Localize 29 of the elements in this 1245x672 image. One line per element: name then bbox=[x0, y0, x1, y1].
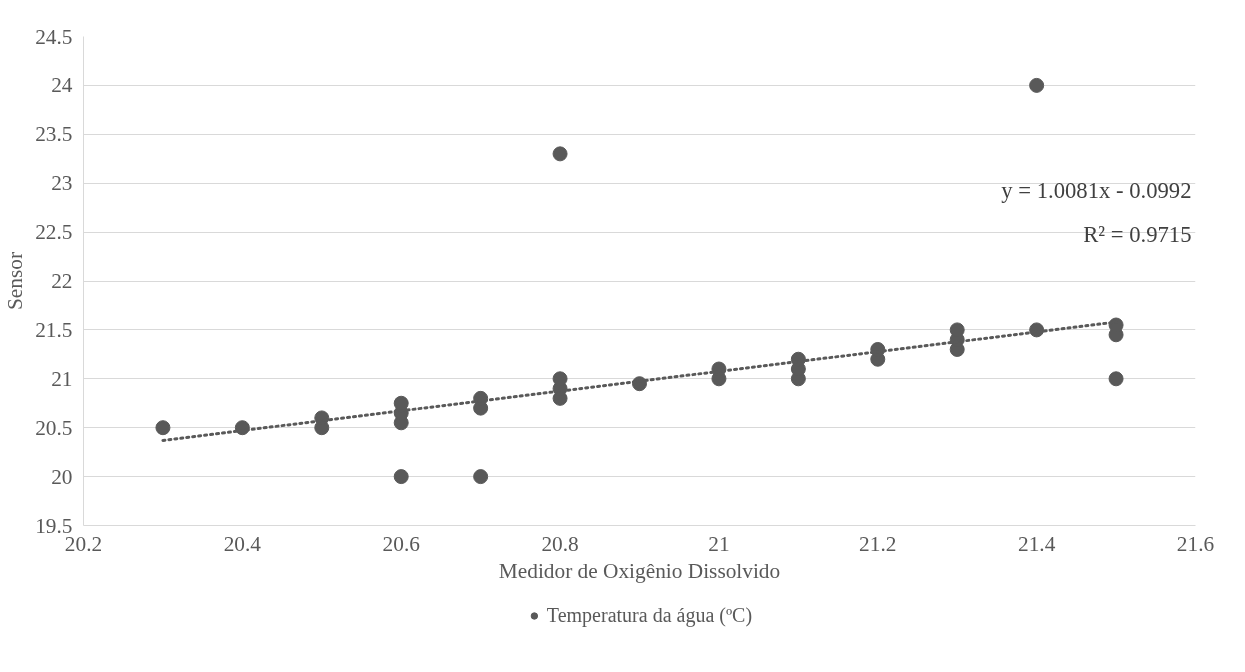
point bbox=[393, 469, 409, 485]
annotation: R² = 0.9715 bbox=[1083, 221, 1192, 247]
y-tick-label: 21.5 bbox=[35, 317, 73, 342]
legend-label: Temperatura da água (ºC) bbox=[546, 603, 753, 627]
point bbox=[552, 146, 568, 162]
point bbox=[1029, 77, 1045, 93]
point bbox=[155, 420, 171, 436]
y-tick-label: 23 bbox=[51, 171, 73, 196]
y-tick-label: 20.5 bbox=[35, 415, 73, 440]
x-axis-title: Medidor de Oxigênio Dissolvido bbox=[498, 558, 781, 583]
point bbox=[1108, 371, 1124, 387]
x-tick-label: 21.2 bbox=[859, 531, 897, 556]
y-tick-label: 24 bbox=[51, 73, 73, 98]
x-tick-label: 20.8 bbox=[541, 531, 579, 556]
y-tick-label: 22 bbox=[51, 269, 73, 293]
x-tick-label: 21.4 bbox=[1017, 531, 1056, 556]
x-tick-label: 21.6 bbox=[1176, 531, 1215, 556]
point bbox=[473, 469, 489, 485]
y-tick-label: 20 bbox=[51, 464, 73, 489]
y-tick-label: 19.5 bbox=[35, 513, 73, 538]
annotation: y = 1.0081x - 0.0992 bbox=[1001, 177, 1192, 203]
y-tick-label: 23.5 bbox=[35, 122, 73, 147]
y-tick-label: 24.5 bbox=[35, 24, 73, 49]
x-tick-label: 21 bbox=[708, 531, 730, 556]
y-tick-label: 21 bbox=[51, 366, 73, 391]
x-tick-label: 20.6 bbox=[382, 531, 421, 556]
y-tick-label: 22.5 bbox=[35, 220, 73, 245]
y-axis-title: Sensor bbox=[3, 251, 28, 311]
x-tick-label: 20.4 bbox=[223, 531, 262, 556]
